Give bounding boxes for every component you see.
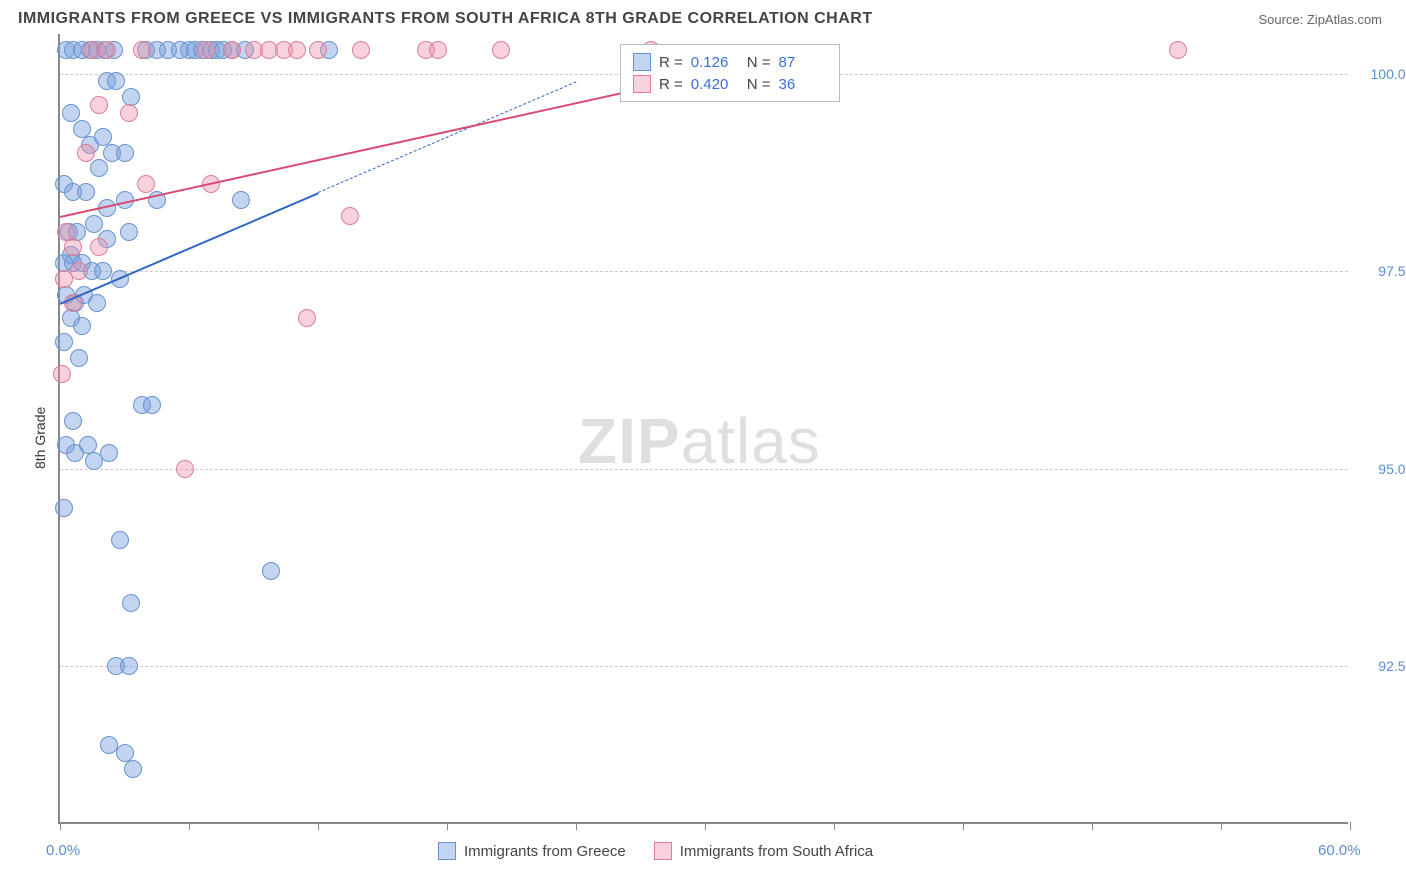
data-point-south_africa — [288, 41, 306, 59]
x-tick — [834, 822, 835, 830]
legend-label-south_africa: Immigrants from South Africa — [680, 843, 873, 860]
data-point-south_africa — [90, 96, 108, 114]
y-tick-label: 100.0% — [1358, 66, 1406, 82]
data-point-greece — [73, 317, 91, 335]
data-point-south_africa — [137, 175, 155, 193]
y-tick-label: 92.5% — [1358, 658, 1406, 674]
gridline-h — [60, 271, 1348, 272]
data-point-south_africa — [55, 270, 73, 288]
y-axis-label: 8th Grade — [32, 407, 48, 469]
data-point-greece — [62, 104, 80, 122]
data-point-south_africa — [53, 365, 71, 383]
data-point-south_africa — [64, 238, 82, 256]
x-tick — [1221, 822, 1222, 830]
data-point-greece — [107, 72, 125, 90]
data-point-greece — [64, 412, 82, 430]
data-point-south_africa — [120, 104, 138, 122]
data-point-greece — [232, 191, 250, 209]
data-point-south_africa — [492, 41, 510, 59]
data-point-greece — [262, 562, 280, 580]
x-tick — [447, 822, 448, 830]
data-point-south_africa — [133, 41, 151, 59]
data-point-greece — [70, 349, 88, 367]
legend-item-south_africa: Immigrants from South Africa — [654, 842, 873, 860]
n-value-greece: 87 — [779, 54, 827, 71]
legend-item-greece: Immigrants from Greece — [438, 842, 626, 860]
data-point-greece — [120, 657, 138, 675]
data-point-greece — [85, 452, 103, 470]
data-point-greece — [55, 333, 73, 351]
swatch-south_africa — [633, 75, 651, 93]
x-tick — [576, 822, 577, 830]
chart-header: IMMIGRANTS FROM GREECE VS IMMIGRANTS FRO… — [0, 0, 1406, 34]
swatch-greece — [438, 842, 456, 860]
swatch-greece — [633, 53, 651, 71]
x-tick — [318, 822, 319, 830]
r-value-greece: 0.126 — [691, 54, 739, 71]
x-tick — [1350, 822, 1351, 830]
data-point-greece — [88, 294, 106, 312]
n-label: N = — [747, 76, 771, 93]
x-tick — [705, 822, 706, 830]
data-point-south_africa — [223, 41, 241, 59]
x-tick — [60, 822, 61, 830]
data-point-greece — [85, 215, 103, 233]
data-point-south_africa — [298, 309, 316, 327]
y-tick-label: 97.5% — [1358, 263, 1406, 279]
stats-row-greece: R = 0.126 N = 87 — [633, 51, 827, 73]
r-value-south_africa: 0.420 — [691, 76, 739, 93]
data-point-greece — [77, 183, 95, 201]
data-point-south_africa — [429, 41, 447, 59]
data-point-south_africa — [352, 41, 370, 59]
n-value-south_africa: 36 — [779, 76, 827, 93]
data-point-south_africa — [98, 41, 116, 59]
data-point-greece — [143, 396, 161, 414]
data-point-south_africa — [90, 238, 108, 256]
plot-area: 92.5%95.0%97.5%100.0%R = 0.126N = 87R = … — [58, 34, 1348, 824]
data-point-greece — [55, 499, 73, 517]
data-point-greece — [111, 531, 129, 549]
x-tick — [1092, 822, 1093, 830]
data-point-greece — [120, 223, 138, 241]
swatch-south_africa — [654, 842, 672, 860]
legend-label-greece: Immigrants from Greece — [464, 843, 626, 860]
data-point-greece — [122, 594, 140, 612]
data-point-greece — [116, 144, 134, 162]
gridline-h — [60, 469, 1348, 470]
x-axis-min-label: 0.0% — [46, 842, 80, 859]
stats-row-south_africa: R = 0.420 N = 36 — [633, 73, 827, 95]
data-point-greece — [124, 760, 142, 778]
correlation-scatter-chart: 92.5%95.0%97.5%100.0%R = 0.126N = 87R = … — [18, 34, 1398, 874]
data-point-south_africa — [176, 460, 194, 478]
source-attribution: Source: ZipAtlas.com — [1258, 12, 1382, 27]
n-label: N = — [747, 54, 771, 71]
x-tick — [189, 822, 190, 830]
data-point-south_africa — [197, 41, 215, 59]
data-point-south_africa — [341, 207, 359, 225]
chart-title: IMMIGRANTS FROM GREECE VS IMMIGRANTS FRO… — [18, 10, 873, 28]
x-tick — [963, 822, 964, 830]
data-point-greece — [94, 262, 112, 280]
data-point-south_africa — [77, 144, 95, 162]
trendline-ext-greece — [318, 81, 576, 193]
data-point-south_africa — [1169, 41, 1187, 59]
data-point-south_africa — [309, 41, 327, 59]
series-legend: Immigrants from Greece Immigrants from So… — [438, 842, 873, 860]
data-point-greece — [90, 159, 108, 177]
gridline-h — [60, 666, 1348, 667]
r-label: R = — [659, 54, 683, 71]
stats-legend: R = 0.126 N = 87 R = 0.420 N = 36 — [620, 44, 840, 102]
y-tick-label: 95.0% — [1358, 461, 1406, 477]
r-label: R = — [659, 76, 683, 93]
x-axis-max-label: 60.0% — [1318, 842, 1361, 859]
trendline-south_africa — [60, 74, 705, 218]
